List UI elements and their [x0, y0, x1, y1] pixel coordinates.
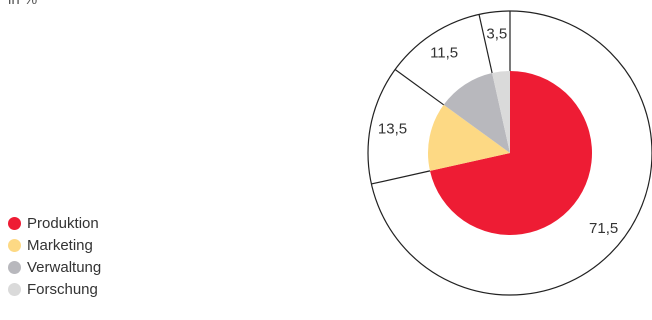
legend-label: Verwaltung	[27, 259, 101, 276]
legend-swatch	[8, 283, 21, 296]
legend-item-verwaltung: Verwaltung	[8, 256, 101, 278]
data-label-forschung: 3,5	[486, 26, 507, 43]
data-label-marketing: 13,5	[378, 121, 407, 138]
data-label-produktion: 71,5	[589, 220, 618, 237]
legend-item-marketing: Marketing	[8, 234, 101, 256]
data-label-verwaltung: 11,5	[430, 45, 458, 62]
legend-label: Produktion	[27, 215, 99, 232]
legend-label: Marketing	[27, 237, 93, 254]
legend-swatch	[8, 217, 21, 230]
pie-group: 71,5 13,5 11,5 3,5	[368, 11, 652, 295]
legend: Produktion Marketing Verwaltung Forschung	[8, 212, 101, 300]
legend-label: Forschung	[27, 281, 98, 298]
legend-swatch	[8, 261, 21, 274]
legend-item-forschung: Forschung	[8, 278, 101, 300]
legend-swatch	[8, 239, 21, 252]
legend-item-produktion: Produktion	[8, 212, 101, 234]
